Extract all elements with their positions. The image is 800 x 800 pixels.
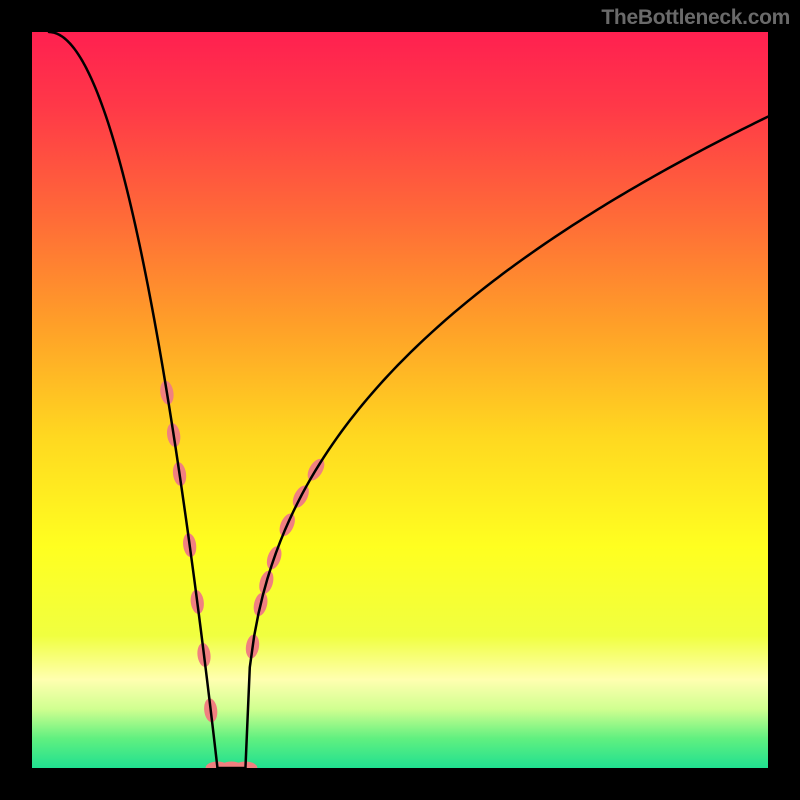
chart-root: TheBottleneck.com <box>0 0 800 800</box>
plot-area <box>32 32 768 768</box>
gradient-background <box>32 32 768 768</box>
watermark-text: TheBottleneck.com <box>601 6 790 30</box>
